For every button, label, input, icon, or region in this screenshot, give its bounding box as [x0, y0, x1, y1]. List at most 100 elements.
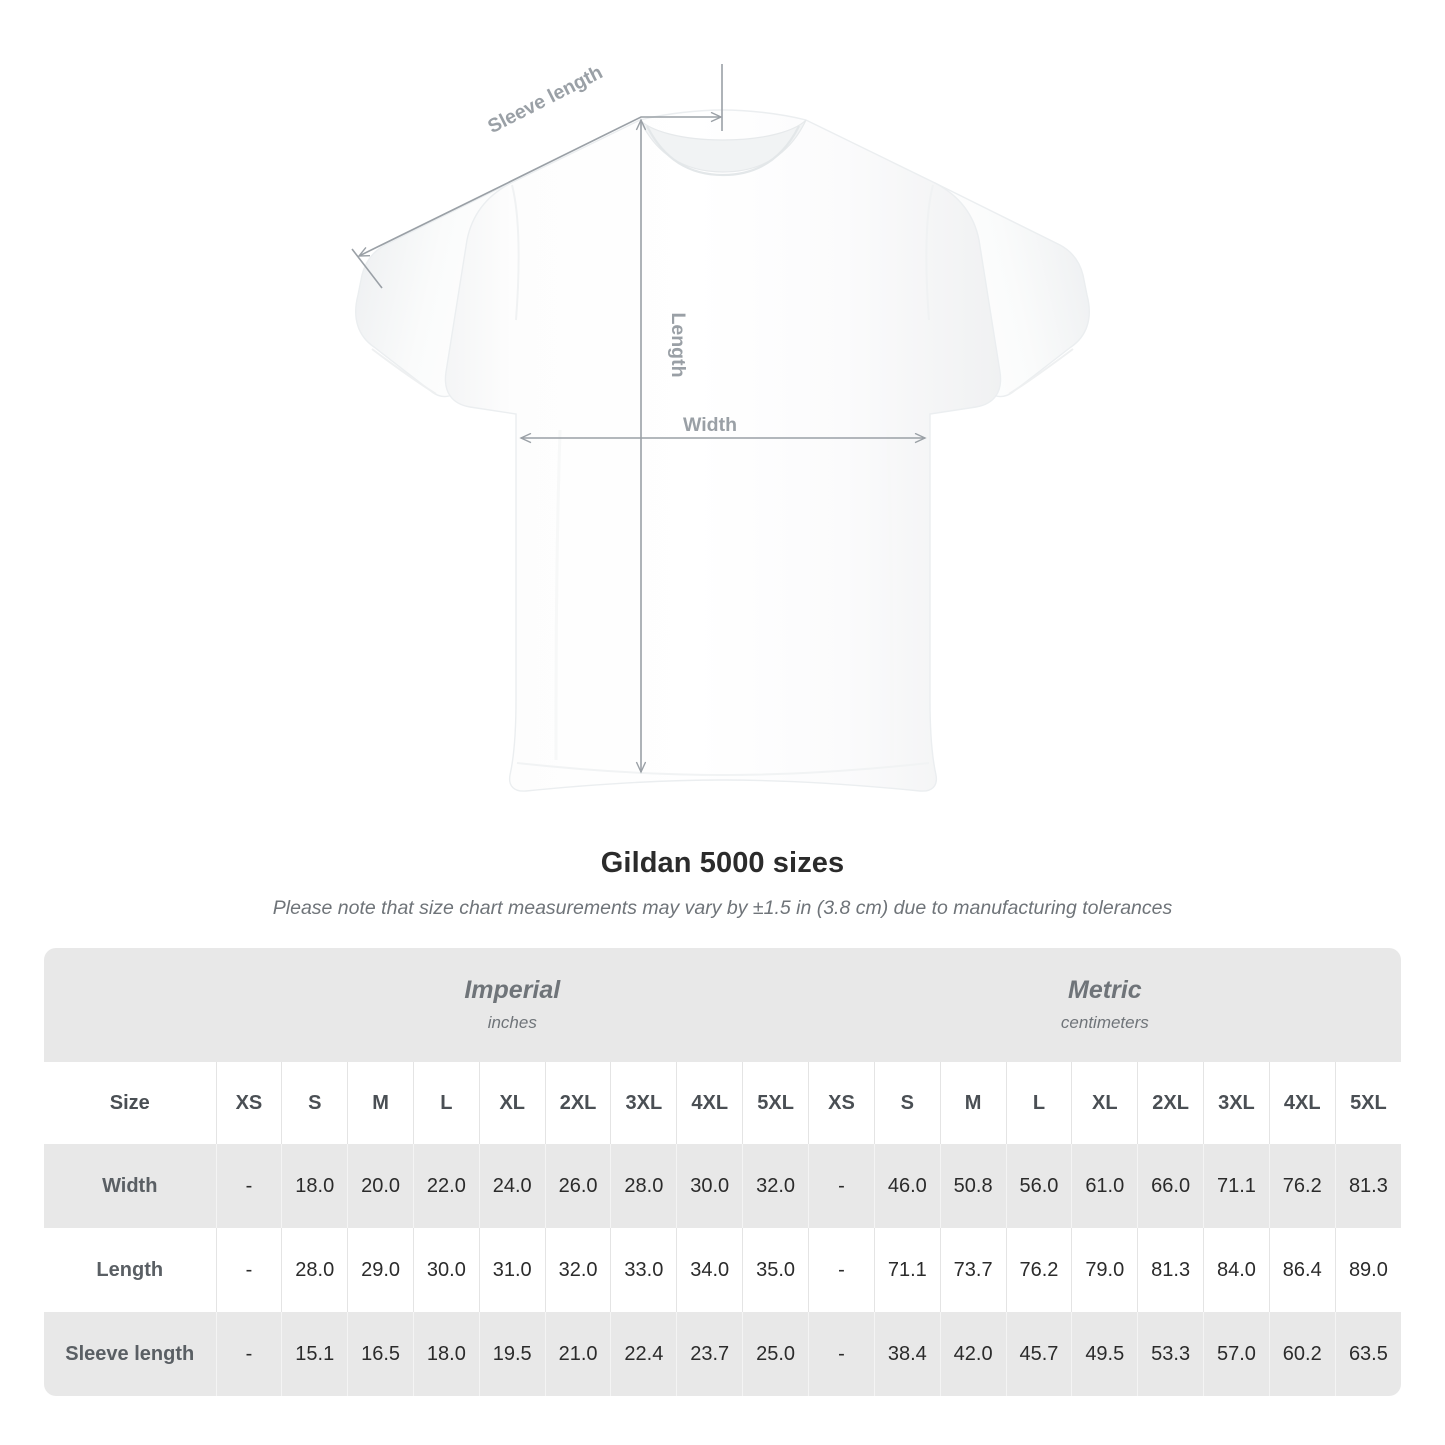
table-row: Width -18.0 20.0 22.0 24.0 26.0 28.0 30.0 32.0-4… [44, 1144, 1402, 1228]
header-size-3xl: 3XL [1203, 1062, 1270, 1144]
header-size-xl: XL [478, 1062, 546, 1144]
cell-sleeve-length-metric-xl: 49.5 [1071, 1312, 1138, 1396]
unit-banner-metric: Metric centimeters [808, 948, 1402, 1062]
cell-length-imperial-2xl: 32.0 [544, 1228, 611, 1312]
cell-width-metric-4xl: 76.2 [1268, 1144, 1336, 1228]
cell-width-metric-2xl: 66.0 [1137, 1144, 1204, 1228]
cell-width-metric-l: 56.0 [1005, 1144, 1072, 1228]
tshirt-right-shoulder-seam [925, 184, 934, 321]
cell-sleeve-length-imperial-3xl: 22.4 [610, 1312, 677, 1396]
cell-width-imperial-2xl: 26.0 [544, 1144, 611, 1228]
header-size-xl: XL [1071, 1062, 1138, 1144]
cell-width-metric-5xl: 81.3 [1334, 1144, 1402, 1228]
header-size-5xl: 5XL [742, 1062, 809, 1144]
header-size-xs: XS [215, 1062, 282, 1144]
cell-sleeve-length-imperial-xl: 19.5 [478, 1312, 546, 1396]
header-size-4xl: 4XL [1268, 1062, 1336, 1144]
unit-banner-row: Imperial inches Metric centimeters [44, 948, 1402, 1062]
cell-sleeve-length-metric-3xl: 57.0 [1203, 1312, 1270, 1396]
cell-width-imperial-xs: - [215, 1144, 282, 1228]
cell-sleeve-length-imperial-4xl: 23.7 [676, 1312, 743, 1396]
tolerance-note: Please note that size chart measurements… [272, 897, 1173, 919]
unit-name: Metric [1068, 976, 1142, 1004]
cell-width-metric-3xl: 71.1 [1203, 1144, 1270, 1228]
header-size-3xl: 3XL [610, 1062, 677, 1144]
cell-width-imperial-l: 22.0 [412, 1144, 480, 1228]
cell-length-metric-4xl: 86.4 [1268, 1228, 1336, 1312]
table-row: Sleeve length -15.1 16.5 18.0 19.5 21.0 22.4 23… [44, 1312, 1402, 1396]
header-size-s: S [281, 1062, 348, 1144]
sleeve-length-tick-left [351, 248, 383, 289]
unit-banner-spacer [44, 948, 216, 1062]
table-header-row: Size XS S M L XL 2XL 3XL 4XL 5XL XS S M L XL 2XL 3XL 4XL 5… [44, 1062, 1402, 1144]
cell-sleeve-length-imperial-2xl: 21.0 [544, 1312, 611, 1396]
header-size-m: M [347, 1062, 414, 1144]
cell-sleeve-length-metric-2xl: 53.3 [1137, 1312, 1204, 1396]
cell-length-imperial-5xl: 35.0 [742, 1228, 809, 1312]
header-size-m: M [939, 1062, 1007, 1144]
tshirt-measurement-diagram: Sleeve length Length Width [351, 61, 1090, 792]
row-label-sleeve-length: Sleeve length [44, 1312, 216, 1396]
cell-width-imperial-5xl: 32.0 [742, 1144, 809, 1228]
cell-length-imperial-4xl: 34.0 [676, 1228, 743, 1312]
cell-width-metric-s: 46.0 [873, 1144, 941, 1228]
tshirt-left-sleeve-hem [371, 348, 437, 395]
cell-sleeve-length-metric-xs: - [808, 1312, 875, 1396]
measurement-guides [351, 64, 925, 772]
cell-sleeve-length-imperial-s: 15.1 [281, 1312, 348, 1396]
cell-length-metric-5xl: 89.0 [1334, 1228, 1402, 1312]
cell-width-imperial-m: 20.0 [347, 1144, 414, 1228]
cell-width-imperial-3xl: 28.0 [610, 1144, 677, 1228]
title-block: Gildan 5000 sizes Please note that size … [0, 845, 1445, 921]
cell-sleeve-length-metric-4xl: 60.2 [1268, 1312, 1336, 1396]
row-label-width: Width [44, 1144, 216, 1228]
row-label-length: Length [44, 1228, 216, 1312]
cell-length-metric-xl: 79.0 [1071, 1228, 1138, 1312]
cell-sleeve-length-metric-l: 45.7 [1005, 1312, 1072, 1396]
cell-sleeve-length-imperial-xs: - [215, 1312, 282, 1396]
cell-length-metric-s: 71.1 [873, 1228, 941, 1312]
table-row: Length -28.0 29.0 30.0 31.0 32.0 33.0 34.0 35.0-… [44, 1228, 1402, 1312]
unit-subtitle: inches [487, 1013, 537, 1032]
cell-length-imperial-xl: 31.0 [478, 1228, 546, 1312]
header-size-l: L [1005, 1062, 1072, 1144]
cell-length-metric-l: 76.2 [1005, 1228, 1072, 1312]
sleeve-length-label: Sleeve length [484, 61, 606, 138]
header-size-4xl: 4XL [676, 1062, 743, 1144]
cell-width-metric-m: 50.8 [939, 1144, 1007, 1228]
cell-length-imperial-m: 29.0 [347, 1228, 414, 1312]
cell-length-imperial-s: 28.0 [281, 1228, 348, 1312]
cell-sleeve-length-metric-s: 38.4 [873, 1312, 941, 1396]
header-size-s: S [873, 1062, 941, 1144]
page-title: Gildan 5000 sizes [600, 847, 845, 879]
cell-length-metric-xs: - [808, 1228, 875, 1312]
header-size-label: Size [44, 1062, 216, 1144]
width-label: Width [683, 414, 737, 436]
cell-length-metric-m: 73.7 [939, 1228, 1007, 1312]
cell-width-metric-xs: - [808, 1144, 875, 1228]
tshirt-body [444, 109, 1002, 792]
tshirt-hem [516, 762, 930, 777]
header-size-2xl: 2XL [1137, 1062, 1204, 1144]
cell-sleeve-length-imperial-m: 16.5 [347, 1312, 414, 1396]
tshirt-fold-right [886, 429, 894, 761]
cell-width-imperial-s: 18.0 [281, 1144, 348, 1228]
cell-width-metric-xl: 61.0 [1071, 1144, 1138, 1228]
header-size-2xl: 2XL [544, 1062, 611, 1144]
cell-width-imperial-xl: 24.0 [478, 1144, 546, 1228]
cell-length-imperial-3xl: 33.0 [610, 1228, 677, 1312]
cell-length-imperial-xs: - [215, 1228, 282, 1312]
header-size-5xl: 5XL [1334, 1062, 1402, 1144]
cell-sleeve-length-imperial-5xl: 25.0 [742, 1312, 809, 1396]
cell-length-metric-2xl: 81.3 [1137, 1228, 1204, 1312]
length-label: Length [667, 313, 689, 378]
tshirt-right-sleeve-hem [1008, 348, 1074, 395]
cell-sleeve-length-metric-5xl: 63.5 [1334, 1312, 1402, 1396]
cell-length-imperial-l: 30.0 [412, 1228, 480, 1312]
header-size-l: L [412, 1062, 480, 1144]
unit-subtitle: centimeters [1060, 1013, 1149, 1032]
cell-sleeve-length-imperial-l: 18.0 [412, 1312, 480, 1396]
unit-banner-imperial: Imperial inches [216, 948, 809, 1062]
cell-width-imperial-4xl: 30.0 [676, 1144, 743, 1228]
